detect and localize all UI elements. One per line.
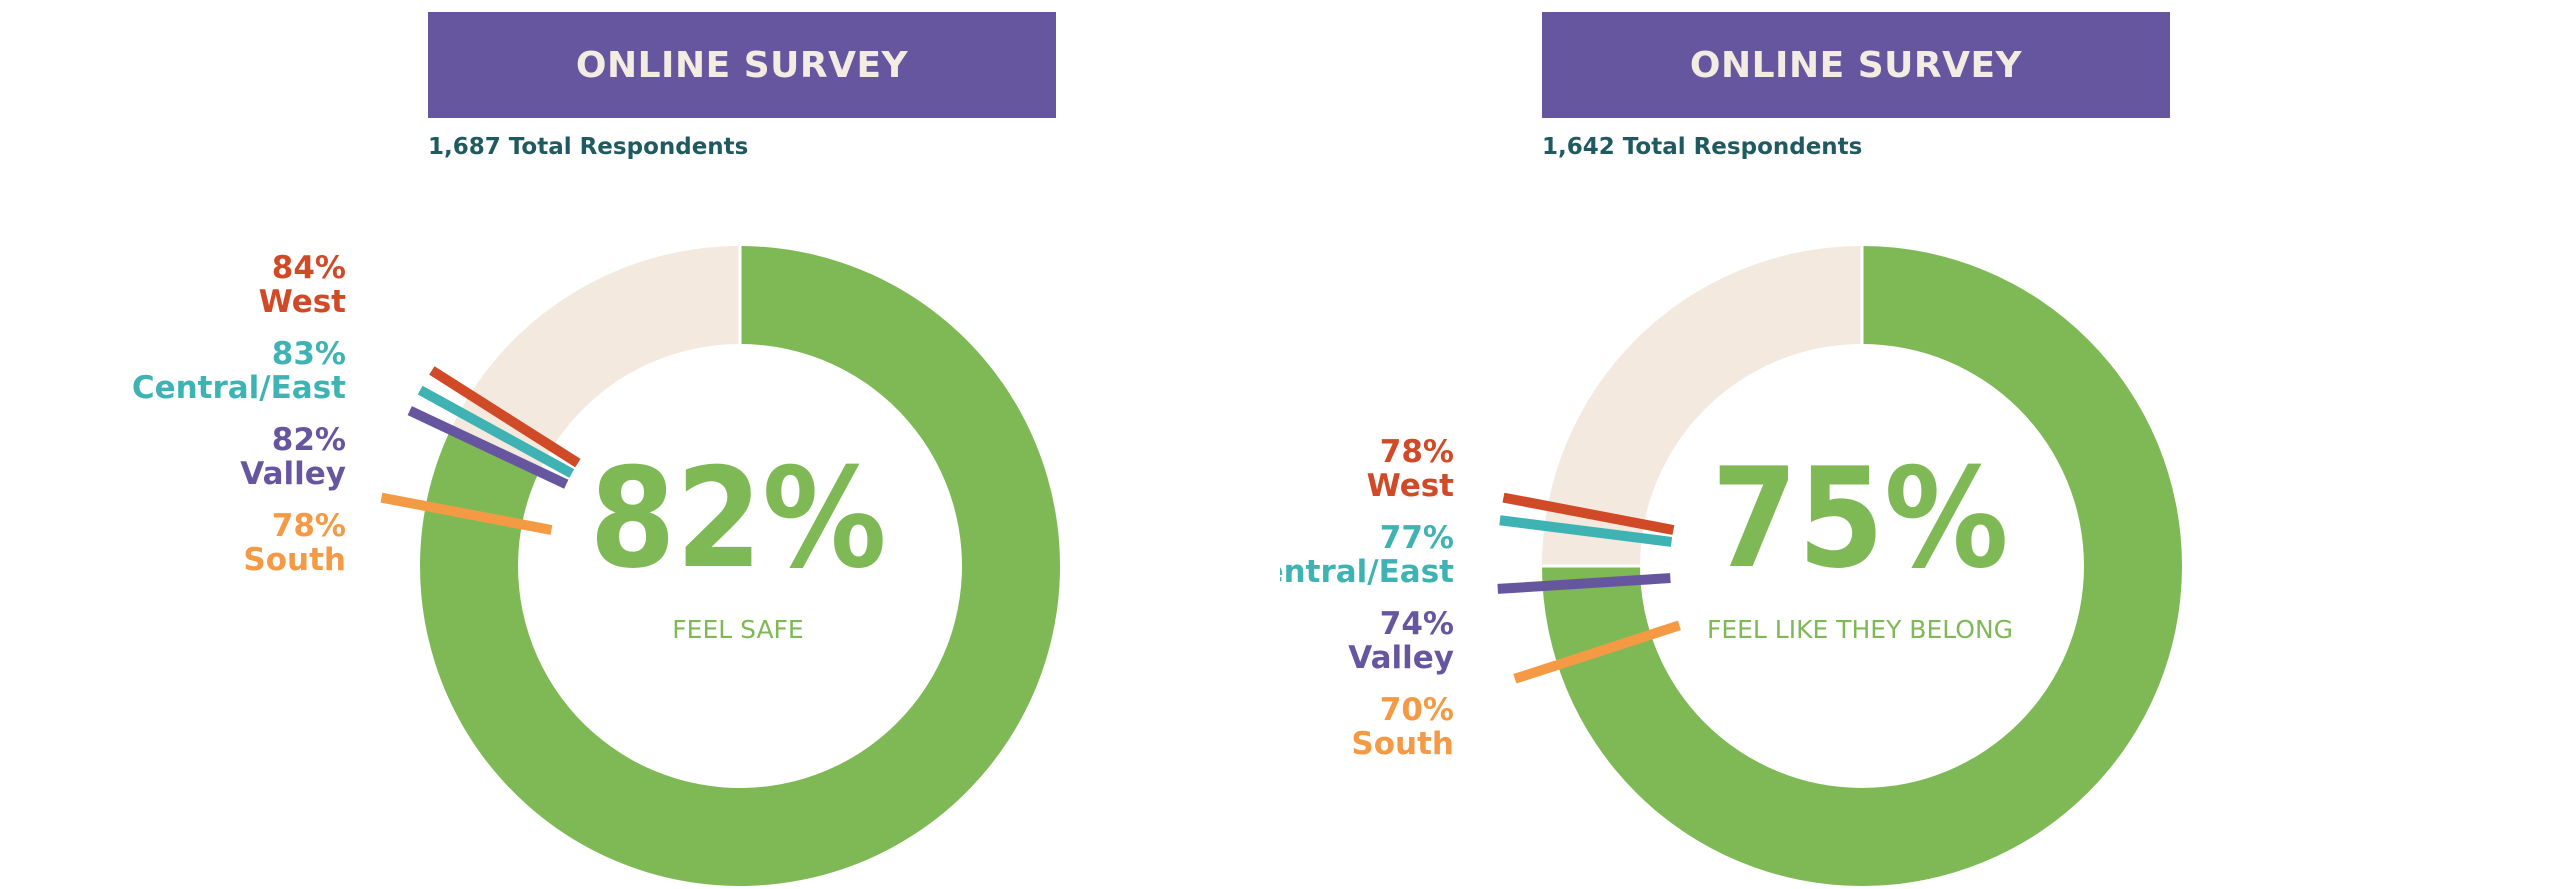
region-name-label: South [1351,726,1454,762]
region-value-label: 83% [272,336,346,372]
region-value-label: 70% [1380,692,1454,728]
slice-positive [419,246,1060,886]
region-name-label: South [243,542,346,578]
region-tick-west [1502,492,1675,535]
chart-panel-belong: ONLINE SURVEY 1,642 Total Respondents 78… [1280,0,2560,889]
center-value: 82% [589,438,886,599]
region-tick-south [380,492,553,535]
region-value-label: 78% [272,508,346,544]
center-value: 75% [1711,438,2008,599]
survey-banner: ONLINE SURVEY [1542,12,2170,118]
region-value-label: 82% [272,422,346,458]
respondents-count: 1,642 Total Respondents [1542,134,1863,160]
region-name-label: West [1367,468,1455,504]
region-name-label: Central/East [1280,554,1454,590]
chart-panel-feel-safe: ONLINE SURVEY 1,687 Total Respondents 84… [132,12,1060,886]
center-label: FEEL SAFE [672,615,803,644]
slice-positive [1542,246,2182,886]
region-name-label: Central/East [132,370,346,406]
slice-remainder [450,246,740,472]
region-value-label: 74% [1380,606,1454,642]
slice-remainder [1542,246,1862,566]
region-name-label: West [259,284,347,320]
donut-chart-feel-safe: 84%West83%Central/East82%Valley78%South … [132,246,1060,886]
respondents-count: 1,687 Total Respondents [428,134,749,160]
center-label: FEEL LIKE THEY BELONG [1707,615,2013,644]
region-tick-valley [1497,573,1671,594]
region-tick-west [429,366,581,468]
region-value-label: 77% [1380,520,1454,556]
region-tick-central-east [1499,515,1673,547]
region-value-label: 84% [272,250,346,286]
region-tick-valley [407,406,569,489]
region-tick-south [1513,620,1681,684]
survey-banner: ONLINE SURVEY [428,12,1056,118]
region-tick-central-east [417,385,575,478]
region-value-label: 78% [1380,434,1454,470]
region-name-label: Valley [1348,640,1454,676]
region-name-label: Valley [240,456,346,492]
donut-chart-belong: 78%West77%Central/East74%Valley70%South … [1280,246,2182,886]
